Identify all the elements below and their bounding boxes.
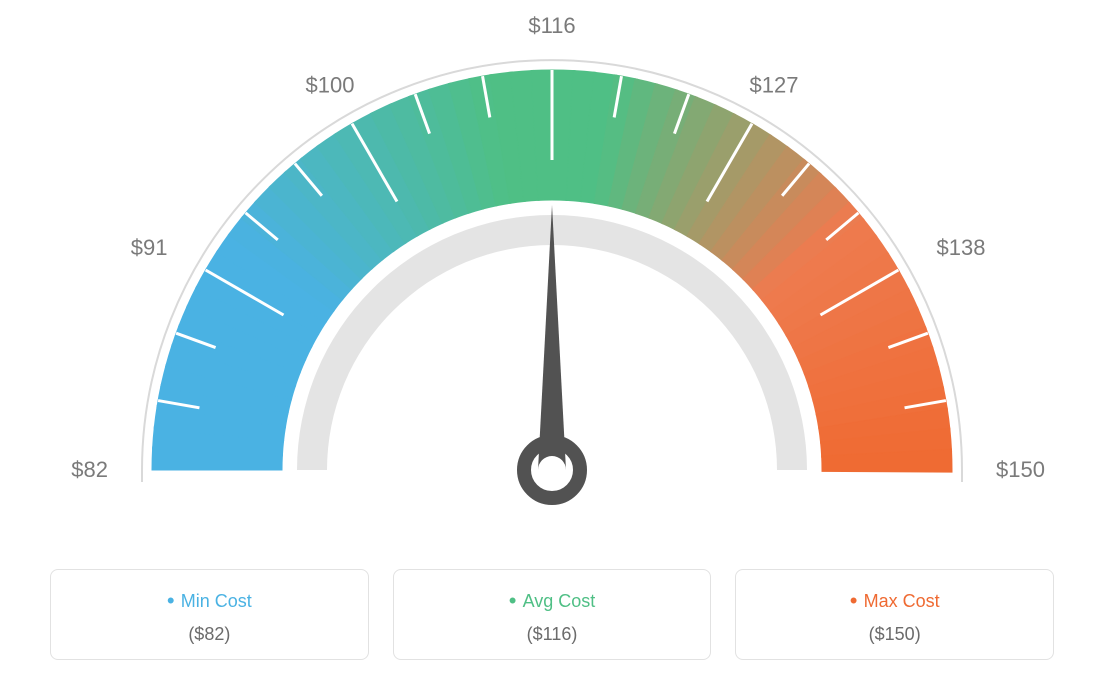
gauge-tick-label: $116 — [528, 13, 575, 38]
gauge-tick-label: $82 — [71, 457, 108, 482]
gauge-tick-label: $150 — [996, 457, 1045, 482]
gauge-tick-label: $100 — [306, 72, 355, 97]
legend-card-min: Min Cost ($82) — [50, 569, 369, 660]
legend-avg-label: Avg Cost — [404, 588, 701, 614]
gauge-tick-label: $138 — [937, 235, 986, 260]
legend-card-avg: Avg Cost ($116) — [393, 569, 712, 660]
gauge-tick-label: $127 — [750, 72, 799, 97]
gauge-area: $82 $91 $100 $116 $127 $138 $150 — [0, 0, 1104, 560]
legend-min-label: Min Cost — [61, 588, 358, 614]
gauge-tick-label: $91 — [131, 235, 168, 260]
legend-min-value: ($82) — [61, 624, 358, 645]
legend-avg-value: ($116) — [404, 624, 701, 645]
legend-max-label: Max Cost — [746, 588, 1043, 614]
gauge-chart-container: $82 $91 $100 $116 $127 $138 $150 Min Cost ($82… — [0, 0, 1104, 690]
gauge-svg: $82 $91 $100 $116 $127 $138 $150 — [0, 0, 1104, 560]
legend-max-value: ($150) — [746, 624, 1043, 645]
legend-card-max: Max Cost ($150) — [735, 569, 1054, 660]
legend-row: Min Cost ($82) Avg Cost ($116) Max Cost … — [0, 569, 1104, 660]
